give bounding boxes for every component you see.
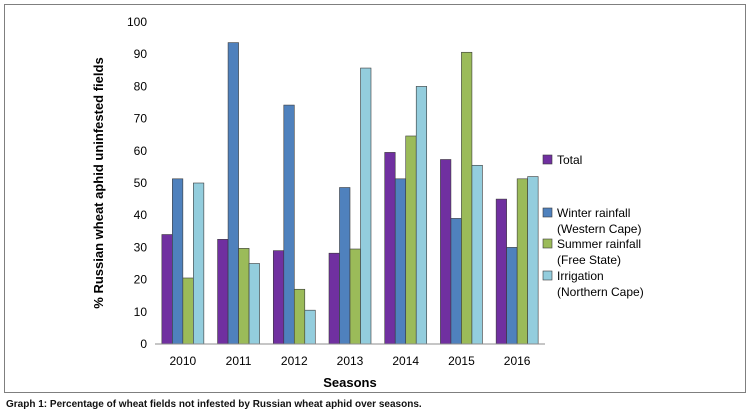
y-tick-label: 10 — [134, 305, 148, 319]
bar-2015-series-3 — [461, 51, 473, 345]
bar-2010-series-2 — [172, 178, 184, 345]
bar-2015-series-2 — [450, 218, 462, 345]
y-tick-label: 0 — [140, 337, 147, 351]
bar-2010-series-1 — [161, 234, 173, 345]
bar-2013-series-4 — [360, 67, 372, 345]
x-tick-label: 2016 — [504, 354, 531, 368]
bar-2012-series-4 — [304, 309, 316, 345]
x-tick-label: 2011 — [226, 354, 252, 368]
y-tick-label: 30 — [134, 240, 148, 254]
x-tick-label: 2014 — [392, 354, 419, 368]
legend-swatch — [542, 154, 553, 165]
y-axis-title: % Russian wheat aphid uninfested fields — [91, 57, 106, 308]
bars — [161, 42, 539, 345]
legend-label: (Free State) — [557, 253, 621, 267]
y-tick-label: 50 — [134, 176, 148, 190]
bar-2010-series-3 — [182, 277, 194, 345]
figure-caption: Graph 1: Percentage of wheat fields not … — [6, 399, 422, 410]
bar-2013-series-2 — [339, 187, 351, 345]
legend-label: Total — [557, 153, 582, 167]
bar-2016-series-3 — [516, 178, 528, 345]
bar-2013-series-3 — [349, 248, 361, 345]
legend-swatch — [542, 270, 553, 281]
bar-2014-series-1 — [384, 152, 396, 345]
x-tick-label: 2010 — [170, 354, 197, 368]
bar-2011-series-1 — [217, 239, 229, 345]
bar-2014-series-4 — [415, 86, 428, 345]
y-tick-label: 20 — [134, 273, 148, 287]
bar-2012-series-1 — [272, 250, 285, 345]
y-axis-ticks: 0 10 20 30 40 50 60 70 80 90 100 — [127, 15, 147, 351]
y-tick-label: 80 — [134, 79, 148, 93]
y-tick-label: 100 — [127, 15, 147, 29]
legend-swatch — [542, 207, 553, 218]
chart-frame: 0 10 20 30 40 50 60 70 80 90 100 2010 2011 2012 2013 2… — [4, 4, 746, 393]
bar-2010-series-4 — [193, 182, 205, 345]
bar-2016-series-2 — [506, 247, 518, 345]
bar-2011-series-4 — [248, 263, 260, 345]
bar-2015-series-4 — [471, 164, 483, 345]
bar-2014-series-2 — [394, 178, 407, 345]
x-tick-label: 2015 — [448, 354, 475, 368]
bar-2014-series-3 — [405, 135, 417, 345]
y-tick-label: 90 — [134, 47, 148, 61]
legend-label: (Western Cape) — [557, 222, 641, 236]
x-tick-label: 2012 — [281, 354, 308, 368]
bar-2016-series-4 — [527, 176, 539, 345]
bar-2012-series-3 — [293, 288, 306, 345]
bar-2011-series-3 — [238, 248, 250, 345]
legend-swatch — [542, 238, 553, 249]
y-tick-label: 40 — [134, 208, 148, 222]
legend-label: Winter rainfall — [557, 206, 630, 220]
x-axis-ticks: 2010 2011 2012 2013 2014 2015 2016 — [170, 354, 531, 368]
bar-2012-series-2 — [283, 104, 295, 345]
bar-2011-series-2 — [227, 42, 239, 345]
x-tick-label: 2013 — [337, 354, 364, 368]
legend-label: Irrigation — [557, 269, 604, 283]
y-tick-label: 70 — [134, 112, 148, 126]
legend: Total Winter rainfall (Western Cape)Summer… — [542, 153, 644, 299]
x-axis-title: Seasons — [323, 375, 376, 390]
legend-label: Summer rainfall — [557, 237, 641, 251]
bar-2016-series-1 — [495, 198, 507, 345]
legend-label: (Northern Cape) — [557, 285, 644, 299]
y-tick-label: 60 — [134, 144, 148, 158]
bar-2013-series-1 — [328, 252, 340, 345]
bar-2015-series-1 — [440, 159, 452, 345]
